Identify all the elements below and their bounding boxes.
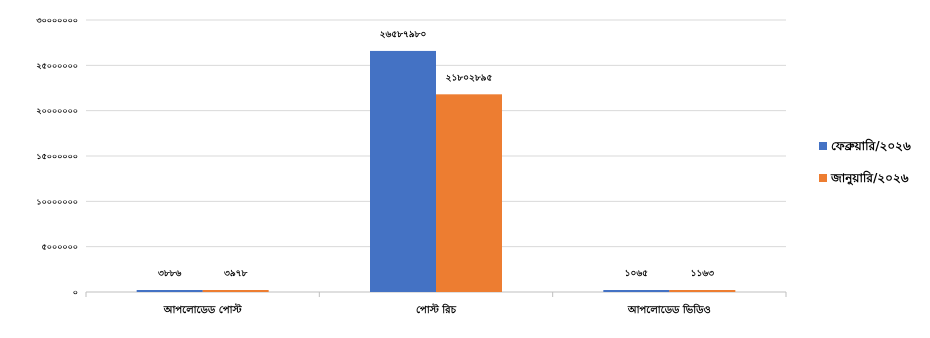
data-label: ১০৬৫ — [625, 269, 649, 279]
legend-swatch — [819, 174, 827, 182]
y-tick-label: ৩০০০০০০০ — [36, 16, 78, 25]
legend: ফেব্রুয়ারি/২০২৬ জানুয়ারি/২০২৬ — [819, 138, 911, 187]
x-category-label: আপলোডেড ভিডিও — [627, 303, 711, 316]
bar — [202, 290, 269, 292]
y-axis-tick-labels: ০ ৫০০০০০০ ১০০০০০০০ ১৫০০০০০০ ২০০০০০০০ ২৫০০০০০০… — [36, 16, 78, 297]
y-tick-label: ১৫০০০০০০ — [36, 152, 78, 161]
data-label: ৩৮৮৬ — [158, 269, 182, 279]
bars — [136, 50, 736, 292]
y-tick-label: ৫০০০০০০ — [42, 243, 78, 252]
data-label: ২১৮০২৮৯৫ — [446, 73, 493, 83]
legend-label: ফেব্রুয়ারি/২০২৬ — [831, 138, 911, 153]
legend-label: জানুয়ারি/২০২৬ — [830, 170, 909, 187]
x-category-label: পোস্ট রিচ — [416, 302, 457, 316]
y-tick-label: ১০০০০০০০ — [36, 197, 78, 206]
data-labels: ৩৮৮৬ ৩৯৭৮ ২৬৫৮৭৯৮০ ২১৮০২৮৯৫ ১০৬৫ ১১৬৩ — [158, 30, 714, 279]
bar — [603, 290, 670, 292]
data-label: ৩৯৭৮ — [224, 269, 248, 279]
legend-swatch — [819, 142, 827, 150]
y-tick-label: ০ — [73, 288, 78, 297]
x-category-label: আপলোডেড পোস্ট — [163, 302, 243, 316]
y-tick-label: ২০০০০০০০ — [36, 107, 78, 116]
bar — [136, 290, 203, 292]
y-tick-label: ২৫০০০০০০ — [36, 61, 78, 70]
data-label: ২৬৫৮৭৯৮০ — [380, 30, 427, 40]
bar — [669, 290, 736, 292]
bar — [436, 94, 502, 292]
x-axis-category-labels: আপলোডেড পোস্ট পোস্ট রিচ আপলোডেড ভিডিও — [163, 302, 711, 316]
bar — [370, 50, 436, 292]
data-label: ১১৬৩ — [691, 269, 715, 279]
